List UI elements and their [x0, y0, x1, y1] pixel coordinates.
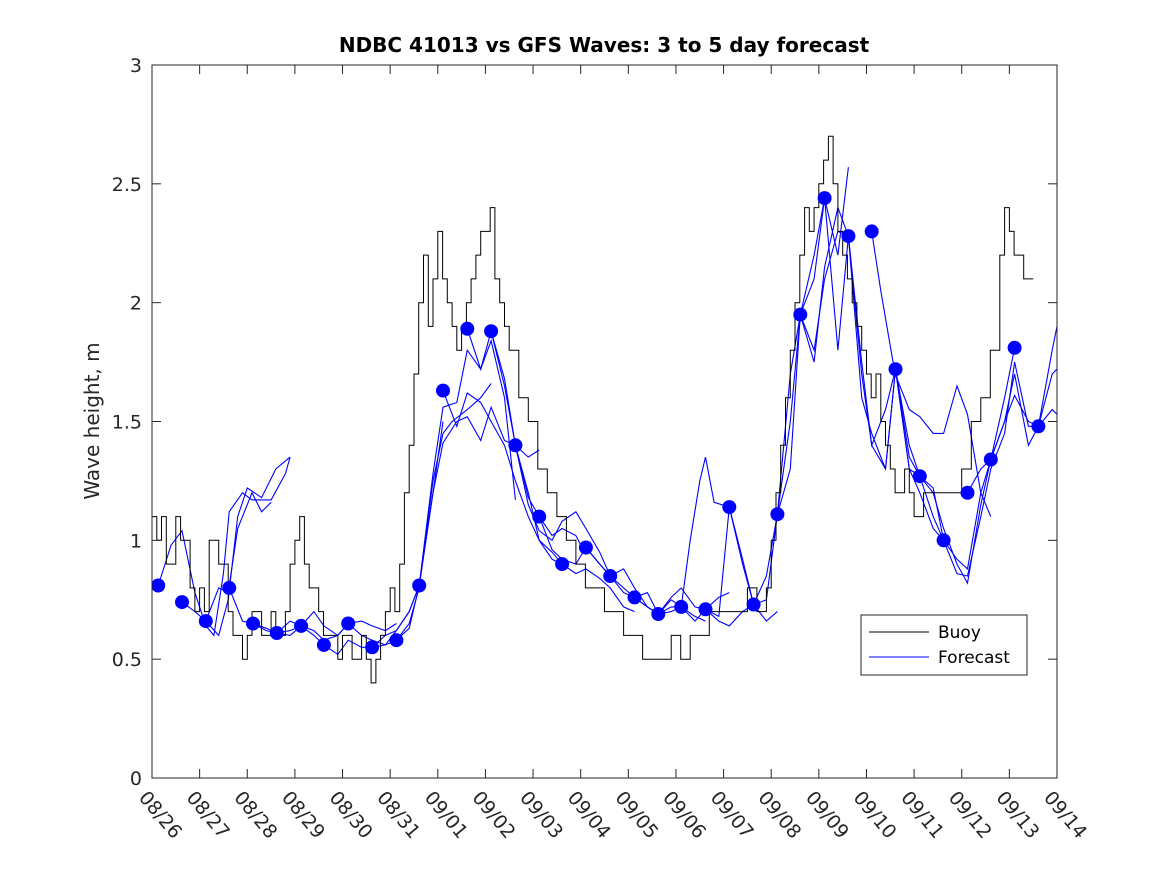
forecast-marker — [365, 640, 380, 655]
forecast-line-23 — [894, 347, 1016, 570]
buoy-line — [152, 135, 1034, 684]
forecast-marker — [841, 229, 856, 244]
y-tick-label: 1.5 — [112, 412, 142, 434]
forecast-line-12 — [514, 445, 635, 613]
forecast-line-21 — [799, 205, 945, 541]
forecast-marker — [1007, 340, 1022, 355]
forecast-marker — [864, 224, 879, 239]
forecast-marker — [793, 307, 808, 322]
forecast-line-22 — [871, 231, 992, 517]
y-tick-label: 2.5 — [112, 174, 142, 196]
legend-box — [860, 614, 1028, 676]
forecast-marker — [983, 452, 998, 467]
forecast-marker — [316, 637, 331, 652]
forecast-marker — [412, 578, 427, 593]
y-axis-label: Wave height, m — [80, 342, 104, 499]
forecast-line-9 — [442, 390, 563, 565]
forecast-marker — [532, 509, 547, 524]
forecast-marker — [912, 469, 927, 484]
legend: Buoy Forecast — [860, 614, 1028, 676]
forecast-marker — [817, 191, 832, 206]
forecast-marker — [341, 616, 356, 631]
forecast-line-16 — [634, 587, 754, 627]
forecast-marker — [555, 557, 570, 572]
y-tick-label: 0.5 — [112, 649, 142, 671]
forecast-line-2 — [205, 491, 272, 622]
forecast-marker — [294, 618, 309, 633]
forecast-marker — [152, 578, 166, 593]
y-tick-label: 1 — [130, 530, 142, 552]
forecast-marker — [222, 580, 237, 595]
forecast-line-7 — [396, 338, 516, 641]
forecast-marker — [269, 626, 284, 640]
chart-title: NDBC 41013 vs GFS Waves: 3 to 5 day fore… — [339, 33, 870, 57]
forecast-marker — [627, 590, 642, 605]
forecast-marker — [960, 485, 975, 500]
legend-forecast-label: Forecast — [938, 648, 1010, 668]
y-tick-label: 2 — [130, 293, 142, 315]
forecast-marker — [436, 383, 450, 398]
forecast-marker — [746, 597, 761, 612]
forecast-marker — [389, 633, 404, 648]
forecast-marker — [484, 324, 499, 339]
forecast-line-0 — [157, 456, 291, 637]
forecast-marker — [674, 599, 689, 614]
forecast-line-26 — [967, 394, 1057, 494]
plot-area — [152, 135, 1057, 684]
legend-buoy-label: Buoy — [938, 623, 981, 643]
forecast-marker — [722, 500, 737, 515]
forecast-marker — [936, 533, 951, 548]
forecast-marker — [578, 540, 593, 555]
forecast-marker — [246, 616, 260, 631]
forecast-marker — [198, 614, 213, 629]
y-tick-label: 0 — [130, 768, 142, 790]
forecast-marker — [508, 438, 523, 453]
forecast-marker — [888, 362, 903, 377]
forecast-marker — [698, 602, 713, 617]
forecast-marker — [460, 321, 475, 336]
forecast-marker — [1031, 419, 1046, 434]
y-tick-label: 3 — [130, 55, 142, 77]
forecast-marker — [603, 569, 618, 583]
forecast-line-25 — [943, 361, 1057, 577]
forecast-marker — [651, 607, 666, 621]
forecast-marker — [770, 507, 785, 522]
forecast-marker — [175, 595, 189, 610]
forecast-line-11 — [490, 331, 611, 577]
